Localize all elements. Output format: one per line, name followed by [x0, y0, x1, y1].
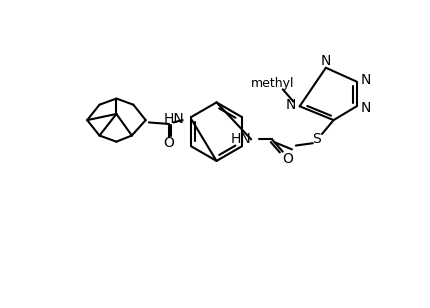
Text: O: O [282, 152, 293, 166]
Text: N: N [361, 73, 371, 87]
Text: HN: HN [163, 112, 184, 126]
Text: N: N [321, 54, 331, 68]
Text: HN: HN [230, 132, 251, 146]
Text: S: S [312, 132, 321, 146]
Text: N: N [361, 101, 371, 115]
Text: N: N [285, 98, 296, 112]
Text: O: O [163, 136, 174, 150]
Text: methyl: methyl [251, 77, 295, 90]
